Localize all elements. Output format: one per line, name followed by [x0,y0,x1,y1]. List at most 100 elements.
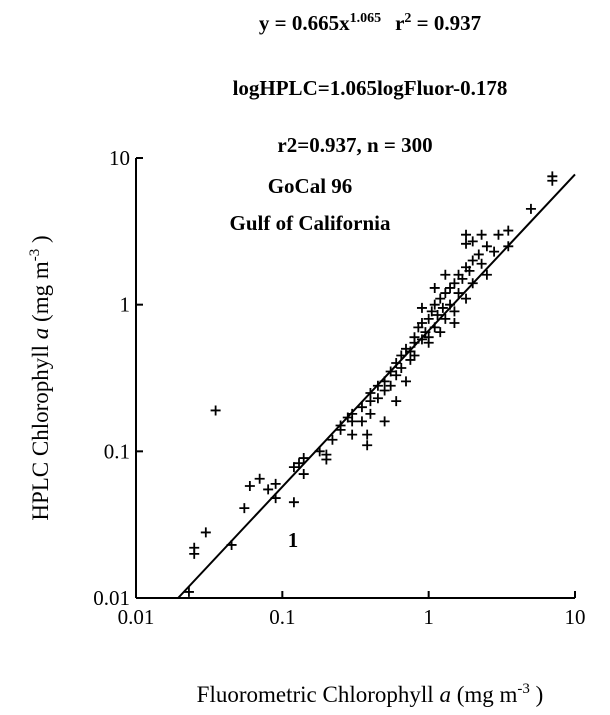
point [426,306,437,317]
point [294,458,305,469]
point [335,420,346,431]
point [396,362,407,373]
point [467,236,478,247]
point [244,481,255,492]
point [362,440,373,451]
point [409,332,420,343]
point [321,454,332,465]
point [347,416,358,427]
point [327,434,338,445]
point [429,299,440,310]
annotation: Gulf of California [230,211,391,235]
point [391,358,402,369]
x-axis-label: Fluorometric Chlorophyll a (mg m-3 ) [197,681,544,707]
point [445,282,456,293]
y-label-part: a [28,328,53,340]
point [372,393,383,404]
equation: y = 0.665x1.065 r2 = 0.937 [259,11,481,35]
point [396,350,407,361]
point [503,225,514,236]
point [365,396,376,407]
x-label-part: -3 [517,681,530,697]
point [416,317,427,328]
point [423,313,434,324]
point [449,306,460,317]
eq-base: y = 0.665x [259,11,350,35]
subtitle: logHPLC=1.065logFluor-0.178 [233,76,508,100]
eq-r-val: = 0.937 [411,11,481,35]
x-label-part: ) [530,682,543,707]
point [270,478,281,489]
point [239,503,250,514]
point [435,327,446,338]
point [489,246,500,257]
x-tick-label: 1 [423,605,434,629]
point [503,241,514,252]
point [481,241,492,252]
y-label-part: HPLC Chlorophyll [28,339,53,520]
point [449,278,460,289]
point [476,258,487,269]
point [226,539,237,550]
point [409,350,420,361]
point [467,278,478,289]
point [440,313,451,324]
point [429,282,440,293]
x-label-part: a [439,682,451,707]
point [445,299,456,310]
y-axis-label: HPLC Chlorophyll a (mg m-3 ) [27,235,53,520]
y-tick-label: 1 [120,293,131,317]
point [416,302,427,313]
point [347,429,358,440]
point [437,302,448,313]
y-label-part: (mg m [28,261,53,328]
point [420,327,431,338]
y-label-part: -3 [27,249,43,262]
point [210,405,221,416]
point [356,402,367,413]
point [391,370,402,381]
point [440,269,451,280]
x-tick-label: 0.1 [269,605,295,629]
point [449,317,460,328]
point [385,366,396,377]
point [423,337,434,348]
point [372,380,383,391]
point [254,473,265,484]
point [493,229,504,240]
point [385,380,396,391]
point [288,497,299,508]
point [435,293,446,304]
point [263,484,274,495]
annotation: GoCal 96 [268,174,353,198]
point [298,453,309,464]
y-tick-label: 10 [109,146,130,170]
point [189,542,200,553]
point [525,203,536,214]
eq-r: r [395,11,404,35]
point [464,265,475,276]
point [391,396,402,407]
point [379,416,390,427]
point [429,322,440,333]
point [379,376,390,387]
eq-exp: 1.065 [350,11,382,26]
point [379,385,390,396]
point [400,376,411,387]
point [288,462,299,473]
point [481,269,492,280]
x-tick-label: 0.01 [118,605,155,629]
annotation: 1 [288,528,299,552]
point [416,334,427,345]
point [362,429,373,440]
point [365,408,376,419]
point [461,293,472,304]
point [440,288,451,299]
x-label-part: Fluorometric Chlorophyll [197,682,440,707]
point [547,171,558,182]
point [457,273,468,284]
y-tick-label: 0.1 [104,439,130,463]
point [356,416,367,427]
point [314,446,325,457]
